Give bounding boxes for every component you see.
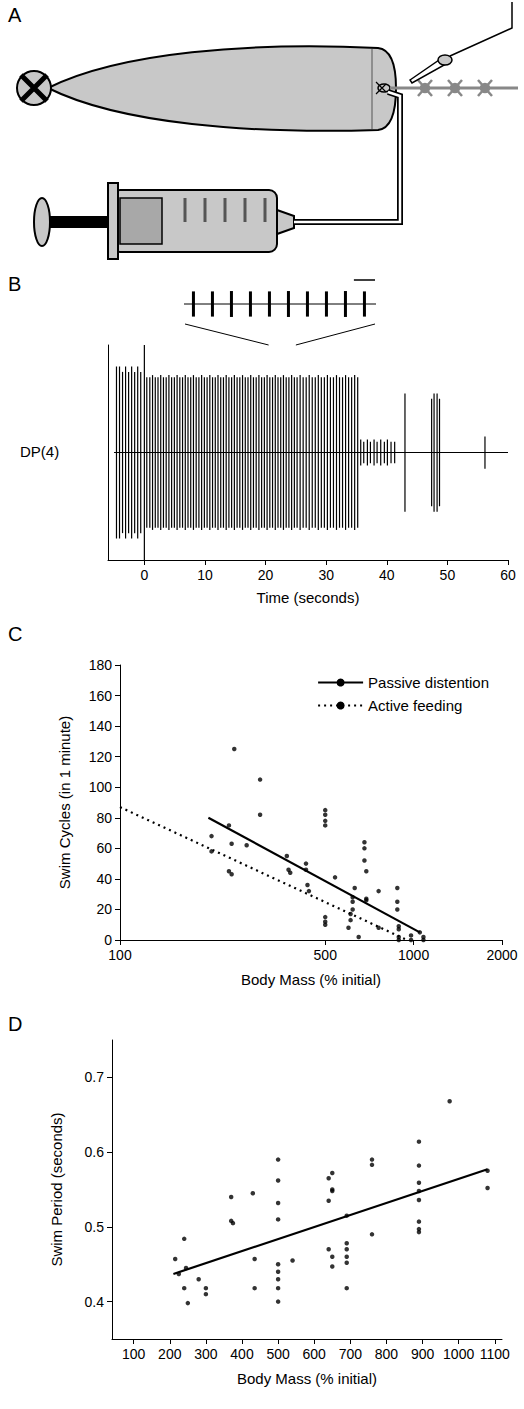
- svg-text:Body Mass (% initial): Body Mass (% initial): [237, 1370, 377, 1387]
- svg-text:0.5: 0.5: [85, 1219, 105, 1235]
- svg-text:DP(4): DP(4): [20, 443, 59, 460]
- svg-text:700: 700: [339, 1346, 363, 1362]
- svg-text:40: 40: [379, 567, 395, 583]
- svg-text:900: 900: [411, 1346, 435, 1362]
- svg-text:10: 10: [197, 567, 213, 583]
- svg-text:180: 180: [89, 657, 113, 673]
- svg-text:300: 300: [194, 1346, 218, 1362]
- svg-text:A: A: [8, 4, 22, 26]
- svg-text:50: 50: [440, 567, 456, 583]
- svg-text:600: 600: [303, 1346, 327, 1362]
- svg-text:200: 200: [158, 1346, 182, 1362]
- svg-text:30: 30: [318, 567, 334, 583]
- svg-text:0: 0: [104, 932, 112, 948]
- svg-text:Active feeding: Active feeding: [368, 697, 462, 714]
- svg-text:Passive distention: Passive distention: [368, 674, 489, 691]
- svg-text:1000: 1000: [443, 1346, 474, 1362]
- svg-text:Body Mass (% initial): Body Mass (% initial): [241, 971, 381, 988]
- svg-text:500: 500: [266, 1346, 290, 1362]
- svg-text:120: 120: [89, 749, 113, 765]
- svg-text:140: 140: [89, 718, 113, 734]
- svg-text:100: 100: [108, 947, 132, 963]
- svg-text:0.6: 0.6: [85, 1144, 105, 1160]
- svg-text:40: 40: [96, 871, 112, 887]
- svg-text:400: 400: [230, 1346, 254, 1362]
- svg-text:B: B: [8, 273, 21, 295]
- svg-text:100: 100: [122, 1346, 146, 1362]
- svg-text:80: 80: [96, 810, 112, 826]
- svg-text:Swim Cycles (in 1 minute): Swim Cycles (in 1 minute): [56, 716, 73, 889]
- svg-text:160: 160: [89, 688, 113, 704]
- svg-text:0.4: 0.4: [85, 1294, 105, 1310]
- svg-text:D: D: [8, 1013, 22, 1035]
- svg-text:1000: 1000: [398, 947, 429, 963]
- svg-text:C: C: [8, 623, 22, 645]
- svg-text:60: 60: [96, 840, 112, 856]
- svg-text:2000: 2000: [486, 947, 517, 963]
- svg-text:60: 60: [500, 567, 516, 583]
- svg-text:100: 100: [89, 779, 113, 795]
- svg-text:1100: 1100: [480, 1346, 510, 1362]
- svg-text:500: 500: [314, 947, 338, 963]
- svg-text:Time (seconds): Time (seconds): [257, 589, 360, 606]
- svg-text:Swim Period (seconds): Swim Period (seconds): [48, 1112, 65, 1266]
- svg-text:20: 20: [96, 901, 112, 917]
- svg-text:20: 20: [258, 567, 274, 583]
- svg-text:800: 800: [375, 1346, 399, 1362]
- svg-text:0: 0: [140, 567, 148, 583]
- svg-text:0.7: 0.7: [85, 1069, 105, 1085]
